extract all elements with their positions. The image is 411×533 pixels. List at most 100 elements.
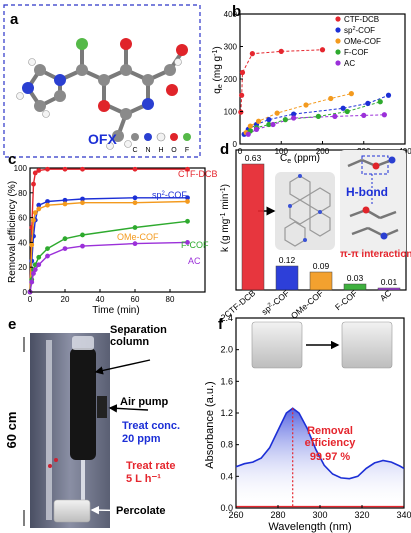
panel-c-point: [36, 202, 42, 208]
panel-f-xtick-label: 300: [312, 510, 327, 520]
panel-f-before-line: [235, 407, 405, 480]
panel-b-legend-marker: [335, 27, 341, 33]
panel-c-point: [29, 242, 35, 248]
panel-b-ticks: 01002003004000100200300400: [224, 10, 411, 156]
panel-b-xtick-label: 0: [238, 147, 243, 156]
panel-b-xtick-label: 200: [316, 147, 330, 156]
atom-label-f: F: [185, 147, 189, 154]
panel-b-point: [255, 118, 262, 124]
panel-c-point: [45, 253, 50, 259]
panel-b-point: [291, 115, 297, 121]
panel-b-point: [274, 110, 280, 116]
panel-c-series-line: [29, 220, 188, 293]
panel-d-bar: [377, 287, 401, 291]
panel-f-xtick-label: 320: [354, 510, 369, 520]
panel-c-ylabel: Removal efficiency (%): [7, 181, 18, 283]
panel-b-legend-label: sp2-COF: [344, 26, 375, 35]
panel-d-bars: 0.63 0.12 0.09 0.03 0.01: [241, 153, 401, 291]
panel-b-ytick-label: 100: [224, 108, 238, 117]
panel-b-point: [340, 105, 346, 111]
panel-b-point: [239, 69, 246, 76]
panel-c-point: [36, 206, 42, 212]
panel-c-point: [62, 197, 68, 203]
panel-a: a: [3, 4, 201, 158]
panel-b-point: [365, 100, 371, 106]
panel-c-point: [132, 166, 138, 172]
panel-d-category-label: sp2-COF: [259, 288, 291, 317]
panel-f-xtick-label: 280: [270, 510, 285, 520]
panel-c-point: [185, 195, 190, 201]
panel-f-ytick-label: 0.8: [220, 440, 233, 450]
panel-b-legend-label: CTF-DCB: [344, 15, 379, 24]
panel-c-xtick-label: 20: [61, 295, 70, 304]
panel-c-point: [32, 267, 38, 273]
panel-b-ylabel: qe (mg g-1): [212, 46, 224, 93]
ofx-molecule-model: [16, 38, 188, 150]
treat-rate-label: Treat rate 5 L h⁻¹: [126, 460, 176, 485]
panel-f-ytick-label: 1.6: [220, 376, 233, 386]
panel-c-point: [32, 170, 38, 176]
panel-c-label-ctf: CTF-DCB: [178, 169, 218, 179]
panel-d-bar-value: 0.03: [347, 273, 364, 283]
panel-b-ytick-label: 200: [224, 75, 238, 84]
panel-d-ylabel: k (g mg-1 min-1): [220, 184, 231, 252]
panel-b-legend-marker: [335, 60, 341, 66]
panel-b-points: [238, 47, 392, 137]
molecule-name: OFX: [88, 131, 117, 147]
panel-c-label-sp2: sp2-COF: [152, 190, 187, 200]
panel-c-ytick-label: 80: [18, 189, 27, 198]
panel-d-letter: d: [220, 141, 229, 158]
pump-arrow: [108, 404, 149, 413]
panel-b-point: [319, 47, 326, 53]
percolate-beaker: [53, 499, 91, 523]
panel-c-point: [36, 168, 42, 173]
panel-b-letter: b: [232, 3, 241, 20]
panel-c-xtick-label: 80: [166, 295, 175, 304]
panel-c-point: [29, 279, 35, 285]
panel-f-xtick-label: 340: [396, 510, 411, 520]
h-bond-illustration: [340, 150, 406, 254]
panel-b-xtick-label: 100: [275, 147, 289, 156]
panel-b-point: [253, 126, 260, 132]
panel-c-point: [185, 199, 190, 204]
panel-c-ytick-label: 0: [23, 288, 28, 297]
panel-c-series-line: [29, 168, 188, 293]
panel-c-point: [62, 236, 68, 242]
panel-b-point: [266, 117, 272, 123]
panel-c-letter: c: [8, 151, 16, 168]
panel-f-xtick-label: 260: [228, 510, 243, 520]
cof-structure-illustration: [275, 172, 335, 250]
panel-e-letter: e: [8, 316, 16, 333]
panel-d-category-label: F-COF: [333, 288, 359, 312]
atom-label-n: N: [145, 147, 150, 154]
panel-c-label-ac: AC: [188, 256, 201, 266]
panel-c-point: [185, 166, 190, 172]
panel-b-legend: CTF-DCB sp2-COF OMe-COF F-COF AC: [335, 15, 381, 68]
atom-label-o: O: [171, 147, 177, 154]
atom-legend: C N H O F: [131, 132, 191, 154]
panel-b-fit-line: [240, 49, 323, 113]
panel-b: b 01002003004000100200300400 CTF-DCBsp2-…: [212, 3, 411, 165]
panel-c-label-f: F-COF: [181, 240, 209, 250]
panel-d-category-label: OMe-COF: [289, 288, 325, 321]
panel-c-label-ome: OMe-COF: [117, 232, 159, 242]
separation-column-label: Separation column: [110, 324, 167, 348]
panel-c-point: [36, 262, 42, 268]
panel-b-point: [270, 121, 276, 128]
panel-b-point: [328, 95, 334, 102]
panel-b-point: [245, 131, 251, 137]
panel-b-legend-label: OMe-COF: [344, 37, 381, 46]
panel-d-bar: [275, 265, 299, 291]
panel-f-ticks: 260 280 300 320 340 0.0 0.4 0.8 1.2 1.6 2.0 2.4: [220, 313, 411, 520]
panel-b-point: [238, 109, 244, 115]
air-pump-label: Air pump: [120, 396, 169, 408]
panel-b-xlabel: Ce (ppm): [280, 153, 320, 165]
panel-c-ytick-label: 40: [18, 238, 27, 247]
panel-c-xtick-label: 0: [28, 295, 33, 304]
panel-f-xlabel: Wavelength (nm): [268, 521, 351, 533]
panel-b-point: [385, 92, 392, 98]
atom-label-h: H: [158, 147, 163, 154]
panel-c-xlabel: Time (min): [92, 305, 139, 316]
